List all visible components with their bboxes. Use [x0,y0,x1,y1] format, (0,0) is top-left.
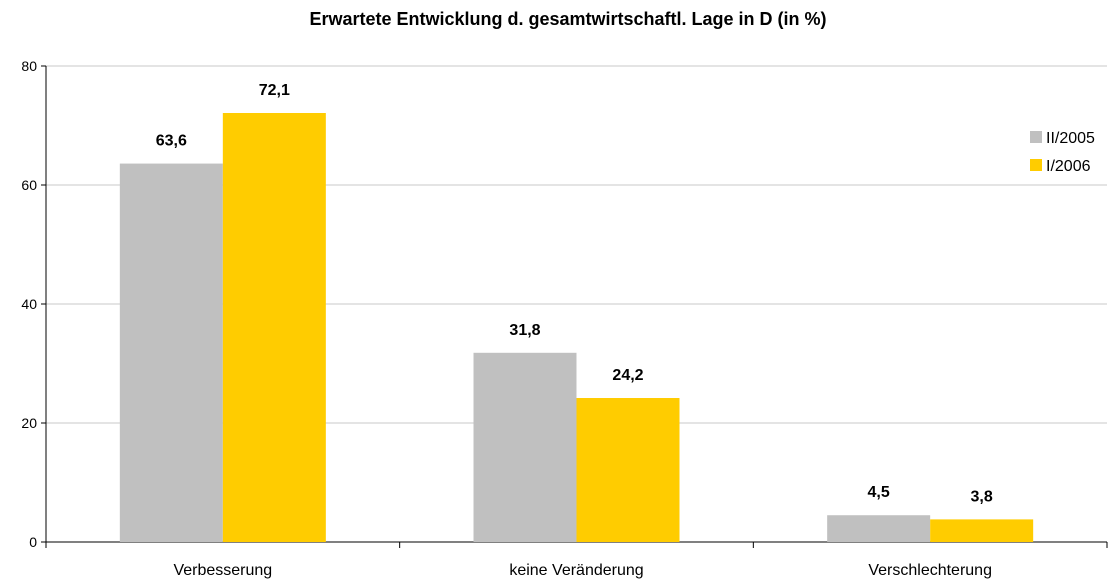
data-label: 63,6 [156,133,187,150]
data-label: 4,5 [868,484,890,501]
bar [827,515,931,542]
data-label: 72,1 [259,82,290,99]
x-category-label: Verbesserung [173,562,272,579]
bar [930,519,1034,542]
x-category-label: Verschlechterung [868,562,992,579]
y-tick-label: 0 [29,534,37,550]
data-label: 31,8 [509,322,540,339]
data-labels: 63,6 72,1 31,8 24,2 4,5 3,8 [156,82,993,505]
y-tick-label: 40 [21,296,37,312]
bar [576,398,680,542]
y-tick-label: 60 [21,177,37,193]
legend-label: II/2005 [1046,130,1095,147]
chart-title: Erwartete Entwicklung d. gesamtwirtschaf… [309,9,826,29]
data-label: 24,2 [612,367,643,384]
y-tick-label: 80 [21,58,37,74]
bar [222,113,326,542]
legend: II/2005 I/2006 [1030,130,1095,175]
legend-label: I/2006 [1046,158,1091,175]
x-category-label: keine Veränderung [509,562,643,579]
bar [119,163,223,542]
y-tick-label: 20 [21,415,37,431]
data-label: 3,8 [971,488,993,505]
bar [473,352,577,542]
bars [119,113,1034,542]
legend-swatch [1030,131,1042,143]
legend-swatch [1030,159,1042,171]
